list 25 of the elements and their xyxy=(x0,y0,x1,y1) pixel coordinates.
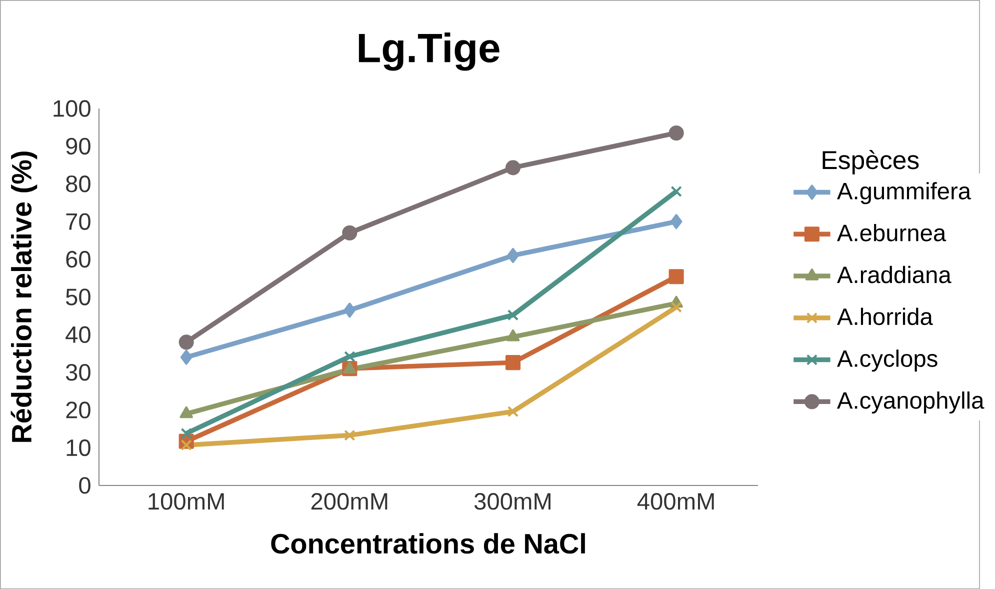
y-tick-label: 0 xyxy=(79,476,90,494)
y-tick-label: 20 xyxy=(66,402,90,418)
x-tick-label: 400mM xyxy=(637,492,714,510)
legend-label: A.horrida xyxy=(836,308,933,325)
y-axis-title: Réduction relative (%) xyxy=(10,151,38,442)
y-tick-label: 80 xyxy=(66,175,90,192)
legend-label: A.cyclops xyxy=(836,349,938,372)
y-tick-label: 70 xyxy=(66,213,90,230)
y-tick-label: 30 xyxy=(66,364,90,381)
y-tick-label: 40 xyxy=(66,326,90,343)
x-tick-label: 200mM xyxy=(311,492,388,510)
y-tick-label: 60 xyxy=(66,250,90,268)
y-tick-label: 50 xyxy=(66,288,90,306)
legend-title: Espèces xyxy=(822,150,919,174)
legend-label: A.raddiana xyxy=(836,266,952,284)
x-tick-label: 100mM xyxy=(148,492,224,510)
y-tick-label: 10 xyxy=(66,439,90,456)
y-tick-label: 90 xyxy=(66,138,90,154)
legend-label: A.cyanophylla xyxy=(836,391,984,414)
legend-label: A.gummifera xyxy=(836,182,972,204)
chart-title: Lg.Tige xyxy=(358,32,500,71)
x-axis-title: Concentrations de NaCl xyxy=(271,533,585,554)
y-tick-label: 100 xyxy=(54,100,90,117)
legend-label: A.eburnea xyxy=(836,224,946,242)
x-tick-label: 300mM xyxy=(474,492,550,510)
